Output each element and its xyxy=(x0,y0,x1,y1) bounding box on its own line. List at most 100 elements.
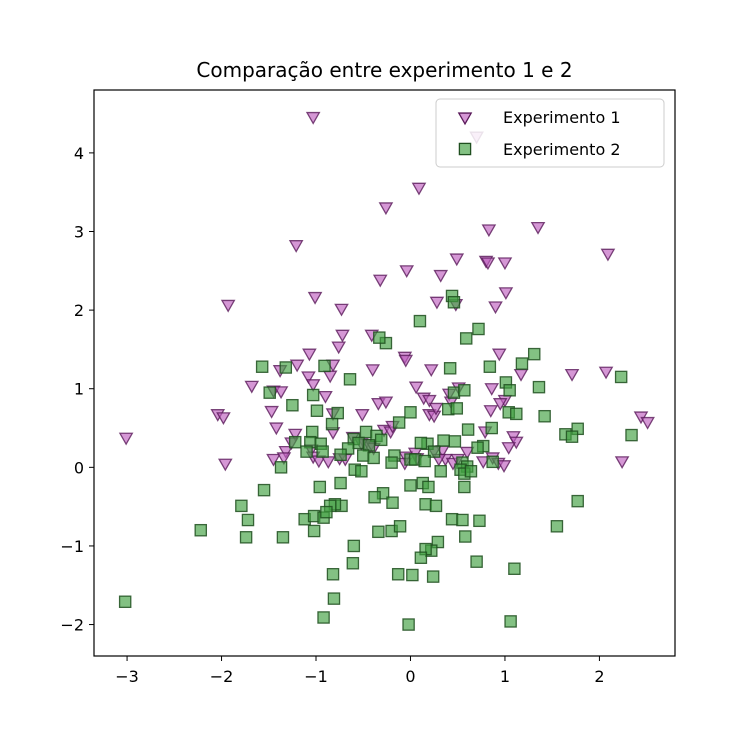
point-experimento-2 xyxy=(443,362,457,375)
point-experimento-1 xyxy=(334,303,349,317)
legend: Experimento 1 Experimento 2 xyxy=(435,98,665,168)
point-experimento-1 xyxy=(301,371,316,385)
point-experimento-2 xyxy=(346,556,360,570)
point-experimento-2 xyxy=(450,402,464,415)
point-experimento-2 xyxy=(300,445,313,458)
point-experimento-2 xyxy=(515,357,529,370)
point-experimento-1 xyxy=(273,386,289,400)
point-experimento-1 xyxy=(244,380,260,394)
point-experimento-2 xyxy=(459,530,472,543)
point-experimento-1 xyxy=(433,269,449,283)
point-experimento-2 xyxy=(118,595,132,609)
point-experimento-1 xyxy=(399,265,415,279)
point-experimento-2 xyxy=(414,551,428,564)
point-experimento-2 xyxy=(473,514,486,528)
point-experimento-2 xyxy=(386,496,399,509)
y-tick-label: 3 xyxy=(74,223,84,242)
point-experimento-2 xyxy=(274,461,288,474)
point-experimento-2 xyxy=(391,567,405,581)
point-experimento-2 xyxy=(373,331,386,344)
point-experimento-2 xyxy=(327,592,341,605)
point-experimento-1 xyxy=(498,287,514,301)
point-experimento-1 xyxy=(378,202,394,216)
point-experimento-1 xyxy=(488,301,503,315)
point-experimento-1 xyxy=(481,224,497,238)
plot-frame xyxy=(93,89,676,657)
point-experimento-2 xyxy=(334,448,347,462)
point-experimento-2 xyxy=(316,445,329,458)
point-experimento-2 xyxy=(306,388,320,402)
point-experimento-2 xyxy=(402,618,415,631)
point-experimento-2 xyxy=(437,434,450,447)
x-tick-label: −1 xyxy=(304,667,328,686)
point-experimento-1 xyxy=(564,368,580,382)
point-experimento-2 xyxy=(447,295,461,309)
point-experimento-2 xyxy=(307,524,321,538)
point-experimento-1 xyxy=(289,359,305,373)
point-experimento-1 xyxy=(483,405,499,418)
point-experimento-1 xyxy=(614,456,630,470)
point-experimento-2 xyxy=(459,332,473,345)
point-experimento-1 xyxy=(497,257,513,271)
point-experimento-1 xyxy=(475,456,491,470)
point-experimento-2 xyxy=(320,505,333,519)
point-experimento-2 xyxy=(486,455,499,469)
point-experimento-2 xyxy=(310,404,324,417)
legend-label-experimento-2: Experimento 2 xyxy=(503,140,621,159)
point-experimento-2 xyxy=(445,512,459,526)
point-experimento-2 xyxy=(194,523,208,537)
point-experimento-2 xyxy=(392,416,406,429)
point-experimento-2 xyxy=(393,520,407,533)
point-experimento-1 xyxy=(276,452,292,466)
point-experimento-2 xyxy=(362,439,376,452)
point-experimento-2 xyxy=(385,456,398,469)
x-tick-label: −2 xyxy=(210,667,234,686)
point-experimento-1 xyxy=(491,348,507,362)
point-experimento-2 xyxy=(406,568,419,582)
point-experimento-1 xyxy=(331,341,347,355)
legend-box xyxy=(435,98,665,168)
point-experimento-2 xyxy=(288,435,302,449)
legend-label-experimento-1: Experimento 1 xyxy=(503,108,621,127)
point-experimento-2 xyxy=(404,406,417,419)
point-experimento-2 xyxy=(331,406,344,420)
point-experimento-1 xyxy=(640,416,655,430)
point-experimento-1 xyxy=(287,428,303,442)
x-axis: −3 −2 −1 0 1 2 xyxy=(115,656,605,686)
point-experimento-2 xyxy=(456,513,469,527)
point-experimento-2 xyxy=(434,465,447,478)
point-experimento-1 xyxy=(484,383,500,396)
point-experimento-2 xyxy=(464,465,478,478)
point-experimento-2 xyxy=(625,428,638,442)
point-experimento-1 xyxy=(354,409,370,422)
point-experimento-2 xyxy=(343,373,357,386)
point-experimento-2 xyxy=(483,360,497,373)
point-experimento-2 xyxy=(565,430,579,443)
y-tick-label: −2 xyxy=(60,616,84,635)
point-experimento-1 xyxy=(335,329,350,343)
point-experimento-2 xyxy=(325,417,339,431)
legend-marker-experimento-2 xyxy=(458,142,472,156)
point-experimento-1 xyxy=(459,446,475,460)
point-experimento-2 xyxy=(429,499,443,513)
point-experimento-2 xyxy=(239,531,253,544)
y-tick-label: −1 xyxy=(60,537,84,556)
x-tick-label: 0 xyxy=(405,667,415,686)
point-experimento-2 xyxy=(508,562,521,575)
point-experimento-2 xyxy=(286,398,299,412)
point-experimento-1 xyxy=(492,398,508,411)
point-experimento-2 xyxy=(372,525,385,539)
point-experimento-1 xyxy=(269,422,284,436)
point-experimento-2 xyxy=(255,360,269,373)
legend-marker-experimento-1 xyxy=(457,112,473,126)
point-experimento-2 xyxy=(447,386,461,399)
point-experimento-2 xyxy=(263,386,276,399)
point-experimento-2 xyxy=(472,322,485,336)
point-experimento-1 xyxy=(118,432,134,446)
point-experimento-1 xyxy=(408,381,424,395)
point-experimento-2 xyxy=(614,370,628,384)
point-experimento-1 xyxy=(422,394,437,408)
point-experimento-2 xyxy=(504,615,517,628)
point-experimento-1 xyxy=(449,253,465,267)
point-experimento-2 xyxy=(532,380,546,394)
